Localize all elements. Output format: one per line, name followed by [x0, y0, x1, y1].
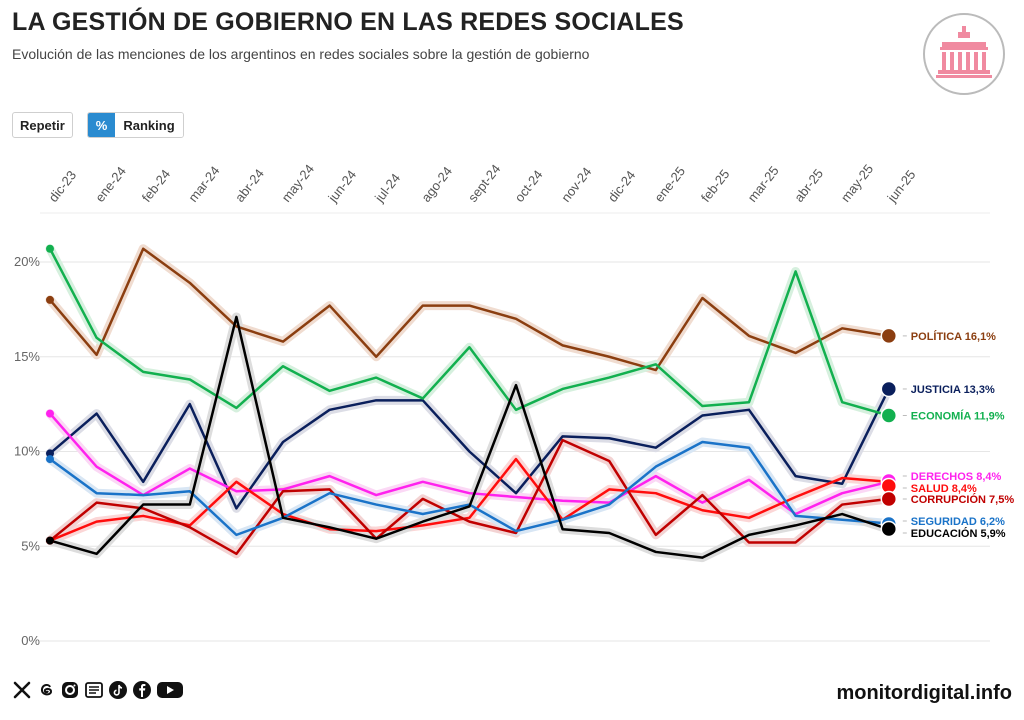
end-point-educación [880, 520, 898, 538]
x-tick-label: oct-24 [512, 167, 546, 205]
end-point-seguridad [880, 515, 898, 533]
x-tick-label: jul-24 [371, 171, 403, 206]
end-point-política [880, 327, 898, 345]
x-tick-label: may-24 [279, 161, 318, 204]
end-label-seguridad: SEGURIDAD 6,2% [911, 516, 1005, 528]
chart-controls: Repetir % Ranking [12, 112, 184, 138]
facebook-icon[interactable] [132, 680, 152, 700]
series-halo-economía [45, 244, 894, 420]
end-point-economía [880, 407, 898, 424]
x-tick-label: may-25 [838, 161, 877, 204]
end-point-corrupción [880, 490, 898, 508]
x-tick-label: ene-25 [651, 164, 688, 205]
view-toggle: % Ranking [86, 112, 184, 138]
x-tick-label: ago-24 [418, 164, 455, 205]
end-point-salud [880, 477, 898, 495]
y-tick-label: 15% [14, 349, 40, 364]
threads-icon[interactable] [36, 680, 56, 700]
series-line-economía [48, 247, 891, 417]
start-point-derechos [46, 409, 54, 418]
x-tick-label: feb-25 [698, 167, 733, 205]
instagram-icon[interactable] [60, 680, 80, 700]
page-title: LA GESTIÓN DE GOBIERNO EN LAS REDES SOCI… [12, 8, 684, 36]
tiktok-icon[interactable] [108, 680, 128, 700]
site-name[interactable]: monitordigital.info [836, 682, 1012, 704]
x-tick-label: mar-24 [185, 163, 222, 205]
x-tick-label: nov-24 [558, 164, 594, 205]
start-point-política [46, 295, 54, 304]
youtube-icon[interactable] [156, 680, 184, 700]
end-label-economía: ECONOMÍA 11,9% [911, 409, 1005, 422]
x-tick-label: feb-24 [139, 167, 174, 205]
x-icon[interactable] [12, 680, 32, 700]
x-tick-label: dic-23 [46, 168, 80, 205]
series-halo-salud [45, 454, 894, 546]
end-label-educación: EDUCACIÓN 5,9% [911, 527, 1006, 540]
end-point-justicia [880, 380, 898, 398]
x-tick-label: sept-24 [465, 161, 504, 204]
end-point-derechos [880, 472, 898, 490]
series-halo-corrupción [45, 435, 894, 559]
start-point-seguridad [46, 455, 54, 464]
x-tick-label: dic-24 [605, 168, 639, 205]
series-line-derechos [48, 412, 891, 516]
start-point-economía [46, 244, 54, 253]
page-subtitle: Evolución de las menciones de los argent… [12, 46, 590, 62]
start-point-salud [46, 536, 54, 545]
x-tick-label: abr-25 [791, 166, 826, 205]
x-tick-label: jun-25 [884, 167, 919, 206]
percent-toggle[interactable]: % [87, 113, 116, 137]
y-tick-label: 10% [14, 444, 40, 459]
x-tick-label: jun-24 [325, 167, 360, 206]
series-halo-derechos [45, 409, 894, 519]
end-label-derechos: DERECHOS 8,4% [911, 471, 1002, 483]
series-halo-seguridad [45, 437, 894, 540]
ranking-toggle[interactable]: Ranking [115, 113, 183, 137]
x-tick-label: ene-24 [92, 164, 129, 205]
start-point-corrupción [46, 536, 54, 545]
start-point-justicia [46, 449, 54, 458]
series-halo-educación [45, 312, 894, 563]
repeat-button[interactable]: Repetir [12, 112, 73, 138]
end-label-salud: SALUD 8,4% [911, 483, 977, 495]
social-icons [12, 680, 184, 700]
series-line-justicia [48, 387, 891, 510]
series-halo-política [45, 244, 894, 375]
newspaper-icon[interactable] [84, 680, 104, 700]
y-tick-label: 0% [21, 633, 40, 648]
series-line-salud [48, 457, 891, 542]
y-tick-label: 20% [14, 254, 40, 269]
y-tick-label: 5% [21, 538, 40, 553]
series-line-corrupción [48, 438, 891, 556]
casa-rosada-logo-icon [923, 13, 1005, 95]
series-line-educación [48, 315, 891, 559]
x-tick-label: abr-24 [232, 166, 267, 205]
x-tick-label: mar-25 [745, 163, 782, 205]
series-halo-justicia [45, 384, 894, 513]
series-line-seguridad [48, 440, 891, 537]
end-label-corrupción: CORRUPCIÓN 7,5% [911, 493, 1015, 506]
start-point-educación [46, 536, 54, 545]
end-label-política: POLÍTICA 16,1% [911, 330, 996, 343]
series-line-política [48, 247, 891, 372]
end-label-justicia: JUSTICIA 13,3% [911, 384, 995, 396]
